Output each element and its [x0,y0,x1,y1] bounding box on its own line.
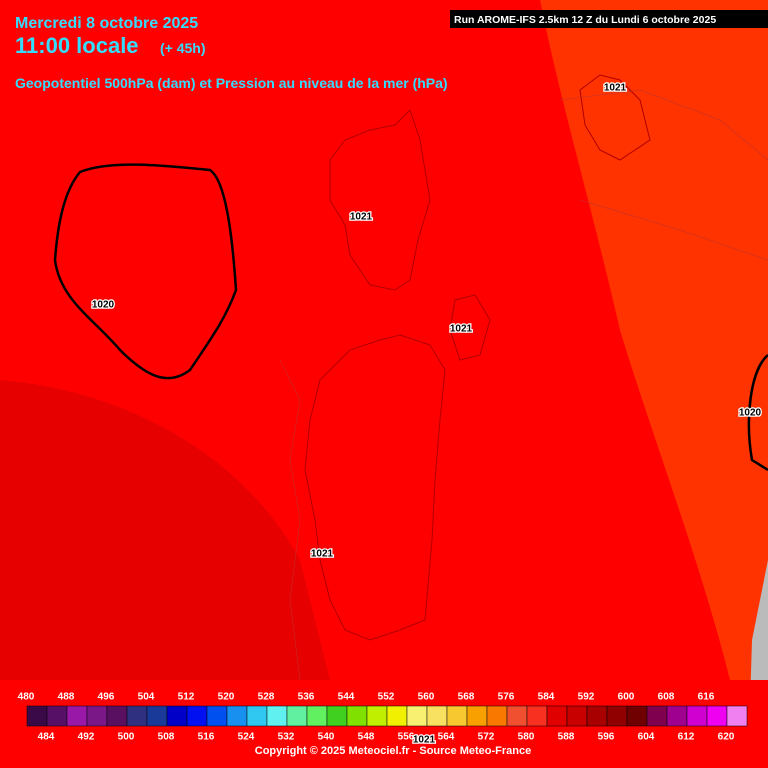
colorbar-swatch [506,705,528,727]
colorbar-label: 604 [638,732,655,743]
colorbar-label: 508 [158,732,175,743]
colorbar-label: 524 [238,732,255,743]
colorbar-label: 480 [18,692,35,703]
time: 11:00 locale [15,33,139,58]
colorbar-label: 532 [278,732,295,743]
colorbar-swatch [486,705,508,727]
colorbar-swatch [466,705,488,727]
colorbar-label: 584 [538,692,555,703]
colorbar-label: 488 [58,692,75,703]
colorbar-swatch [606,705,628,727]
colorbar-swatch [706,705,728,727]
isobar-label: 1021 [604,83,627,94]
isobar-1020-east [747,354,768,472]
lead-time: (+ 45h) [160,40,206,56]
colorbar-label: 496 [98,692,115,703]
colorbar-swatch [586,705,608,727]
coastlines [279,74,768,681]
colorbar-swatch [166,705,188,727]
colorbar-label: 528 [258,692,275,703]
colorbar-swatch [386,705,408,727]
run-box [450,10,768,28]
border-east-2 [579,199,768,261]
colorbar-label: 504 [138,692,155,703]
colorbar-swatch [406,705,428,727]
colorbar-label: 544 [338,692,355,703]
colorbar-label: 572 [478,732,495,743]
isobar-label: 1021 [450,324,473,335]
colorbar-swatch [646,705,668,727]
colorbar-label: 492 [78,732,95,743]
colorbar-label: 552 [378,692,395,703]
border-west [279,359,301,681]
colorbar-label: 512 [178,692,195,703]
map-title: Geopotentiel 500hPa (dam) et Pression au… [15,75,448,91]
colorbar-swatch [726,705,748,727]
colorbar-swatch [546,705,568,727]
isobar-label: 1021 [311,549,334,560]
colorbar-label: 596 [598,732,615,743]
island [449,294,491,361]
colorbar-swatch [346,705,368,727]
corsica [329,109,431,291]
colorbar-swatch [186,705,208,727]
lower-geopotential-zone [0,380,330,680]
colorbar-label: 616 [698,692,715,703]
colorbar-swatch [306,705,328,727]
colorbar-label: 560 [418,692,435,703]
colorbar-label: 600 [618,692,635,703]
colorbar-label: 516 [198,732,215,743]
isobar-label: 1020 [739,408,762,419]
colorbar-swatch [526,705,548,727]
colorbar-swatch [566,705,588,727]
colorbar-label: 620 [718,732,735,743]
colorbar-label: 612 [678,732,695,743]
colorbar-swatch [266,705,288,727]
colorbar-swatch [326,705,348,727]
colorbar-swatch [46,705,68,727]
colorbar-label: 556 [398,732,415,743]
coast-east [579,74,651,161]
isobar-label: 1021 [350,212,373,223]
colorbar-swatch [246,705,268,727]
colorbar-label: 564 [438,732,455,743]
colorbar-swatch [26,705,48,727]
colorbar-label: 568 [458,692,475,703]
colorbar-label: 548 [358,732,375,743]
colorbar-swatch [446,705,468,727]
colorbar-swatch [146,705,168,727]
colorbar-swatch [366,705,388,727]
colorbar-label: 540 [318,732,335,743]
colorbar-label: 592 [578,692,595,703]
isobar-label: 1021 [413,735,436,746]
colorbar-swatch [686,705,708,727]
colorbar-swatch [206,705,228,727]
colorbar-swatch [226,705,248,727]
colorbar-swatch [666,705,688,727]
colorbar-label: 588 [558,732,575,743]
colorbar-swatch [66,705,88,727]
date: Mercredi 8 octobre 2025 [15,15,198,32]
colorbar-label: 500 [118,732,135,743]
run-info: Run AROME-IFS 2.5km 12 Z du Lundi 6 octo… [454,14,716,26]
isobar-1020 [53,163,238,380]
colorbar-swatch [126,705,148,727]
colorbar-swatch [286,705,308,727]
colorbar-label: 576 [498,692,515,703]
colorbar-label: 580 [518,732,535,743]
colorbar-label: 536 [298,692,315,703]
colorbar-swatch [626,705,648,727]
colorbar-swatch [426,705,448,727]
colorbar-swatch [106,705,128,727]
colorbar-swatch [86,705,108,727]
copyright: Copyright © 2025 Meteociel.fr - Source M… [255,745,531,757]
higher-geopotential-zone [540,0,768,680]
colorbar-label: 520 [218,692,235,703]
isobar-label: 1020 [92,300,115,311]
sardinia [304,334,446,641]
colorbar-label: 484 [38,732,55,743]
border-east [559,89,768,161]
colorbar-label: 608 [658,692,675,703]
